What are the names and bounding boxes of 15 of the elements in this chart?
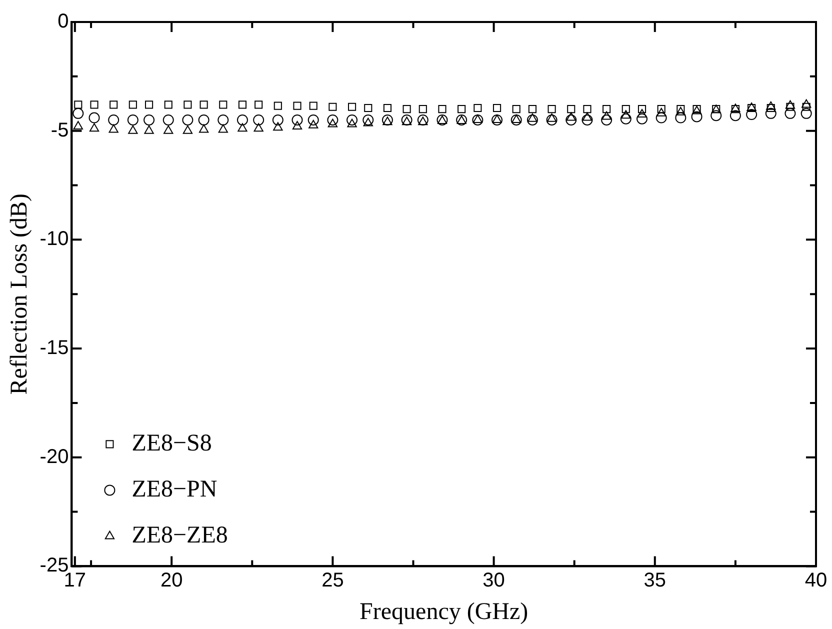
- x-tick-label: 35: [644, 570, 666, 592]
- x-tick-label: 25: [322, 570, 344, 592]
- y-tick-label: -20: [40, 446, 69, 468]
- legend-label: ZE8−PN: [132, 476, 218, 502]
- x-tick-label: 30: [482, 570, 505, 592]
- x-tick-label: 20: [160, 570, 183, 592]
- legend-label: ZE8−S8: [132, 430, 212, 456]
- y-tick-label: -15: [40, 337, 69, 360]
- y-tick-label: -5: [50, 119, 69, 142]
- y-axis-title: Reflection Loss (dB): [6, 193, 33, 395]
- y-tick-label: 0: [58, 10, 69, 33]
- legend-label: ZE8−ZE8: [132, 522, 228, 548]
- x-axis-title: Frequency (GHz): [360, 598, 528, 625]
- y-tick-label: -10: [40, 228, 69, 250]
- x-tick-label: 40: [804, 570, 828, 592]
